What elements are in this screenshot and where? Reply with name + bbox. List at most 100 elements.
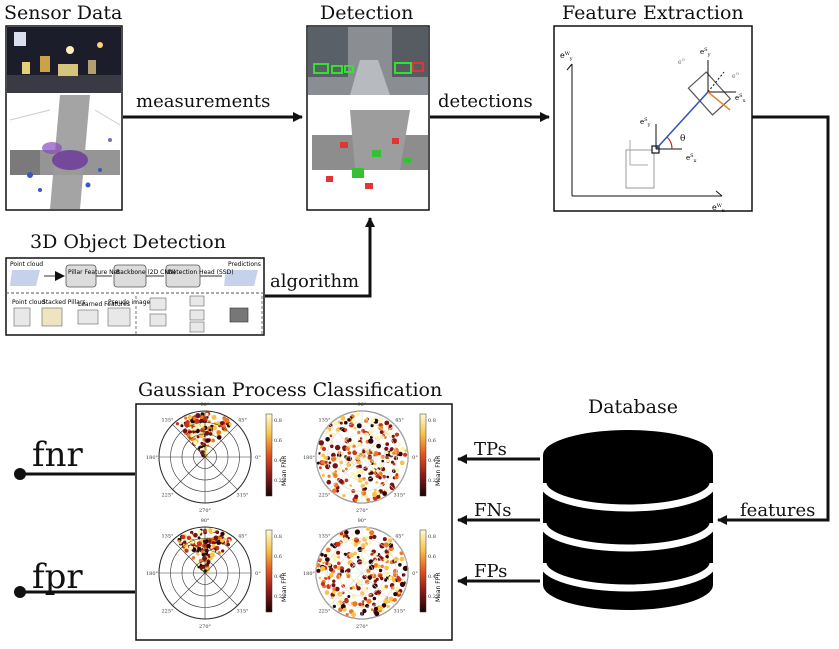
pillar-net-label: Pillar Feature Net — [68, 269, 120, 276]
polar-fnr-right: 90° 45° 0° 315° 270° 225° 180° 135° — [303, 402, 418, 514]
colorbar-tick-label: 0.6 — [274, 554, 282, 560]
polar-angle-label: 0° — [255, 571, 261, 577]
arrows — [20, 112, 830, 594]
fnr-colorbar-left — [265, 413, 273, 497]
features-label: features — [740, 500, 816, 521]
measurements-label: measurements — [136, 91, 271, 112]
polar-angle-label: 135° — [318, 418, 331, 424]
tps-label: TPs — [474, 439, 507, 460]
features-arrow — [717, 115, 830, 525]
polar-angle-label: 45° — [395, 418, 404, 424]
polar-angle-label: 225° — [318, 609, 331, 615]
polar-angle-label: 45° — [238, 534, 247, 540]
polar-angle-label: 45° — [238, 418, 247, 424]
polar-angle-label: 270° — [356, 508, 369, 514]
backbone-label: Backbone (2D CNN) — [116, 269, 176, 276]
detection-head-label: Detection Head (SSD) — [168, 269, 234, 276]
polar-angle-label: 180° — [146, 455, 159, 461]
point-cloud-label: Point cloud — [10, 261, 43, 268]
fnr-colorbar-label-right: Mean FNR — [435, 456, 442, 486]
colorbar-tick-label: 0.4 — [428, 574, 436, 580]
polar-angle-label: 0° — [255, 455, 261, 461]
polar-angle-label: 90° — [358, 518, 367, 524]
polar-angle-label: 45° — [395, 534, 404, 540]
fpr-colorbar-left — [265, 529, 273, 613]
colorbar-tick-label: 0.8 — [428, 418, 436, 424]
gpc-panel: 90° 45° 0° 315° 270° 225° 180° 135° 90° 45° 0° 315°… — [135, 402, 453, 641]
polar-angle-label: 225° — [318, 493, 331, 499]
polar-fnr-left: 90° 45° 0° 315° 270° 225° 180° 135° — [146, 402, 261, 514]
algorithm-arrow — [265, 217, 375, 298]
polar-angle-label: 0° — [412, 571, 418, 577]
fpr-colorbar-label-right: Mean FPR — [435, 573, 442, 603]
polar-angle-label: 270° — [356, 624, 369, 630]
detections-label: detections — [438, 91, 533, 112]
world-y-axis-label: eWy — [560, 51, 573, 62]
polar-fpr-right: 90° 45° 0° 315° 270° 225° 180° 135° — [303, 518, 418, 630]
pipeline-panel: Point cloud Pillar Feature Net Backbone … — [5, 257, 265, 336]
colorbar-tick-label: 0.8 — [274, 534, 282, 540]
polar-angle-label: 315° — [236, 493, 249, 499]
gpc-title: Gaussian Process Classification — [138, 379, 443, 401]
svg-text:eSx: eSx — [686, 153, 697, 164]
polar-angle-label: 135° — [318, 534, 331, 540]
colorbar-tick-label: 0.4 — [274, 458, 282, 464]
fpr-colorbar-right — [419, 529, 427, 613]
fnr-colorbar-right — [419, 413, 427, 497]
polar-angle-label: 315° — [236, 609, 249, 615]
fns-label: FNs — [474, 500, 512, 521]
colorbar-tick-label: 0.2 — [274, 594, 282, 600]
polar-angle-label: 270° — [199, 624, 212, 630]
polar-angle-label: 90° — [201, 518, 210, 524]
svg-text:eSy: eSy — [640, 117, 651, 128]
svg-text:eO: eO — [732, 71, 740, 80]
svg-text:eO: eO — [678, 57, 686, 66]
polar-angle-label: 0° — [412, 455, 418, 461]
point-cloud-sub-label: Point cloud — [12, 299, 45, 306]
predictions-label: Predictions — [228, 261, 261, 268]
polar-angle-label: 270° — [199, 508, 212, 514]
stacked-pillars-label: Stacked Pillars — [42, 299, 86, 306]
database-icon — [539, 430, 717, 610]
fnr-colorbar-label-left: Mean FNR — [281, 456, 288, 486]
sensor-data-title: Sensor Data — [4, 2, 123, 24]
polar-angle-label: 135° — [161, 418, 174, 424]
colorbar-tick-label: 0.8 — [274, 418, 282, 424]
polar-angle-label: 315° — [393, 609, 406, 615]
database-title: Database — [588, 396, 679, 418]
feature-extraction-panel: eWy eWx θ eSy eSx eSy eSx eO eO — [553, 25, 753, 214]
polar-angle-label: 180° — [303, 455, 316, 461]
svg-text:eSy: eSy — [700, 47, 711, 58]
feature-extraction-title: Feature Extraction — [562, 2, 744, 24]
colorbar-tick-label: 0.4 — [428, 458, 436, 464]
polar-angle-label: 180° — [303, 571, 316, 577]
polar-angle-label: 225° — [161, 609, 174, 615]
fpr-colorbar-label-left: Mean FPR — [281, 573, 288, 603]
fpr-output-dot — [14, 586, 26, 598]
pseudo-image-label: Pseudo image — [108, 299, 151, 306]
fnr-output-label: fnr — [32, 435, 83, 475]
algorithm-label: algorithm — [270, 271, 360, 292]
learned-features-label: Learned Features — [78, 301, 130, 308]
colorbar-tick-label: 0.2 — [428, 478, 436, 484]
fnr-output-dot — [14, 468, 26, 480]
detection-image — [306, 25, 430, 211]
fpr-output-label: fpr — [32, 557, 83, 597]
colorbar-tick-label: 0.2 — [274, 478, 282, 484]
polar-angle-label: 135° — [161, 534, 174, 540]
object-detection-title: 3D Object Detection — [30, 231, 226, 253]
colorbar-tick-label: 0.6 — [428, 438, 436, 444]
colorbar-tick-label: 0.4 — [274, 574, 282, 580]
world-x-axis-label: eWx — [712, 203, 725, 214]
svg-text:eSx: eSx — [735, 93, 746, 104]
colorbar-tick-label: 0.6 — [428, 554, 436, 560]
fps-label: FPs — [474, 561, 508, 582]
colorbar-tick-label: 0.6 — [274, 438, 282, 444]
polar-angle-label: 90° — [358, 402, 367, 408]
polar-angle-label: 225° — [161, 493, 174, 499]
colorbar-tick-label: 0.2 — [428, 594, 436, 600]
theta-label: θ — [680, 134, 685, 144]
detection-title: Detection — [320, 2, 414, 24]
colorbar-tick-label: 0.8 — [428, 534, 436, 540]
